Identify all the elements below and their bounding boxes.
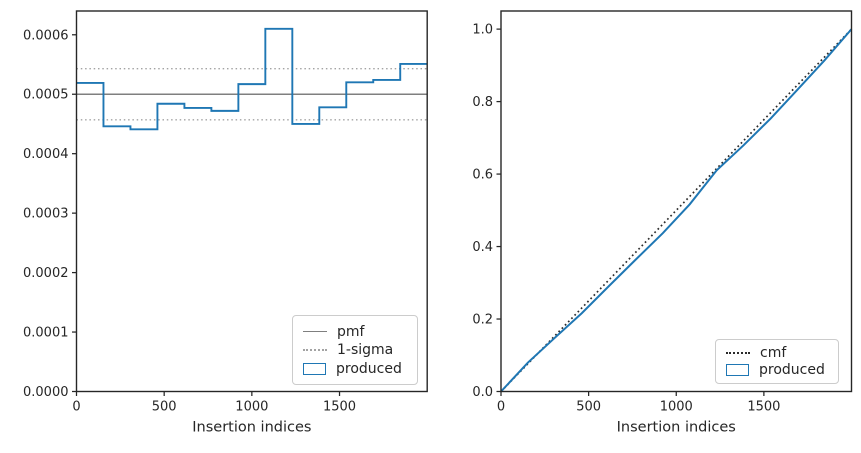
legend-item-cmf: cmf — [726, 346, 828, 360]
cmf-comparison-plot-y-tick-label: 0.4 — [472, 240, 493, 255]
cmf-comparison-plot-y-tick-label: 0.8 — [472, 95, 493, 110]
pmf-comparison-plot-y-tick-label: 0.0004 — [23, 147, 69, 162]
cmf-line — [500, 28, 853, 393]
cmf-comparison-plot-y-tick-label: 0.6 — [472, 168, 493, 183]
pmf-comparison-plot-y-tick-label: 0.0002 — [23, 266, 69, 281]
produced-patch-swatch-icon — [303, 362, 326, 375]
cmf-comparison-plot-y-tick-label: 0.0 — [472, 385, 493, 400]
legend-item-produced: produced — [303, 362, 407, 376]
produced-cmf-line — [500, 28, 853, 393]
pmf-comparison-plot-x-tick-label: 500 — [152, 400, 177, 415]
pmf-comparison-plot-xlabel: Insertion indices — [192, 420, 311, 436]
produced-step-line — [76, 27, 428, 131]
cmf-line-swatch-icon — [726, 352, 750, 355]
legend-pmf-plot: pmf 1-sigma produced — [292, 315, 418, 385]
legend-label-1-sigma: 1-sigma — [337, 342, 394, 358]
cmf-comparison-plot-y-tick-label: 1.0 — [472, 23, 493, 38]
legend-label-produced: produced — [759, 361, 825, 378]
sigma-line-swatch-icon — [303, 349, 327, 351]
legend-cmf-plot: cmf produced — [715, 339, 839, 384]
cmf-comparison-plot-xlabel: Insertion indices — [617, 420, 736, 436]
pmf-comparison-plot-axes-frame — [75, 10, 428, 393]
pmf-comparison-plot-y-tick-label: 0.0005 — [23, 88, 69, 103]
legend-item-pmf: pmf — [303, 325, 407, 339]
cmf-comparison-plot-x-tick-label: 1000 — [660, 400, 693, 415]
pmf-comparison-plot-x-tick-label: 0 — [72, 400, 80, 415]
pmf-comparison-plot-x-tick-label: 1500 — [323, 400, 356, 415]
cmf-comparison-plot-y-tick-label: 0.2 — [472, 313, 493, 328]
legend-item-produced: produced — [726, 363, 828, 377]
pmf-comparison-plot-y-tick-label: 0.0001 — [23, 326, 69, 341]
legend-item-1-sigma: 1-sigma — [303, 343, 407, 357]
cmf-comparison-plot-x-tick-label: 1500 — [747, 400, 780, 415]
pmf-comparison-plot-y-tick-label: 0.0003 — [23, 207, 69, 222]
legend-label-cmf: cmf — [760, 345, 787, 362]
legend-label-produced: produced — [336, 360, 402, 377]
pmf-comparison-plot-y-tick-label: 0.0006 — [23, 28, 69, 43]
cmf-comparison-plot-axes-frame — [500, 10, 853, 393]
pmf-comparison-plot-x-tick-label: 1000 — [235, 400, 268, 415]
pmf-comparison-plot-y-tick-label: 0.0000 — [23, 385, 69, 400]
cmf-comparison-plot-x-tick-label: 500 — [576, 400, 601, 415]
pmf-line-swatch-icon — [303, 331, 327, 332]
legend-label-pmf: pmf — [337, 323, 365, 340]
cmf-comparison-plot-x-tick-label: 0 — [497, 400, 505, 415]
produced-patch-swatch-icon — [726, 363, 749, 376]
